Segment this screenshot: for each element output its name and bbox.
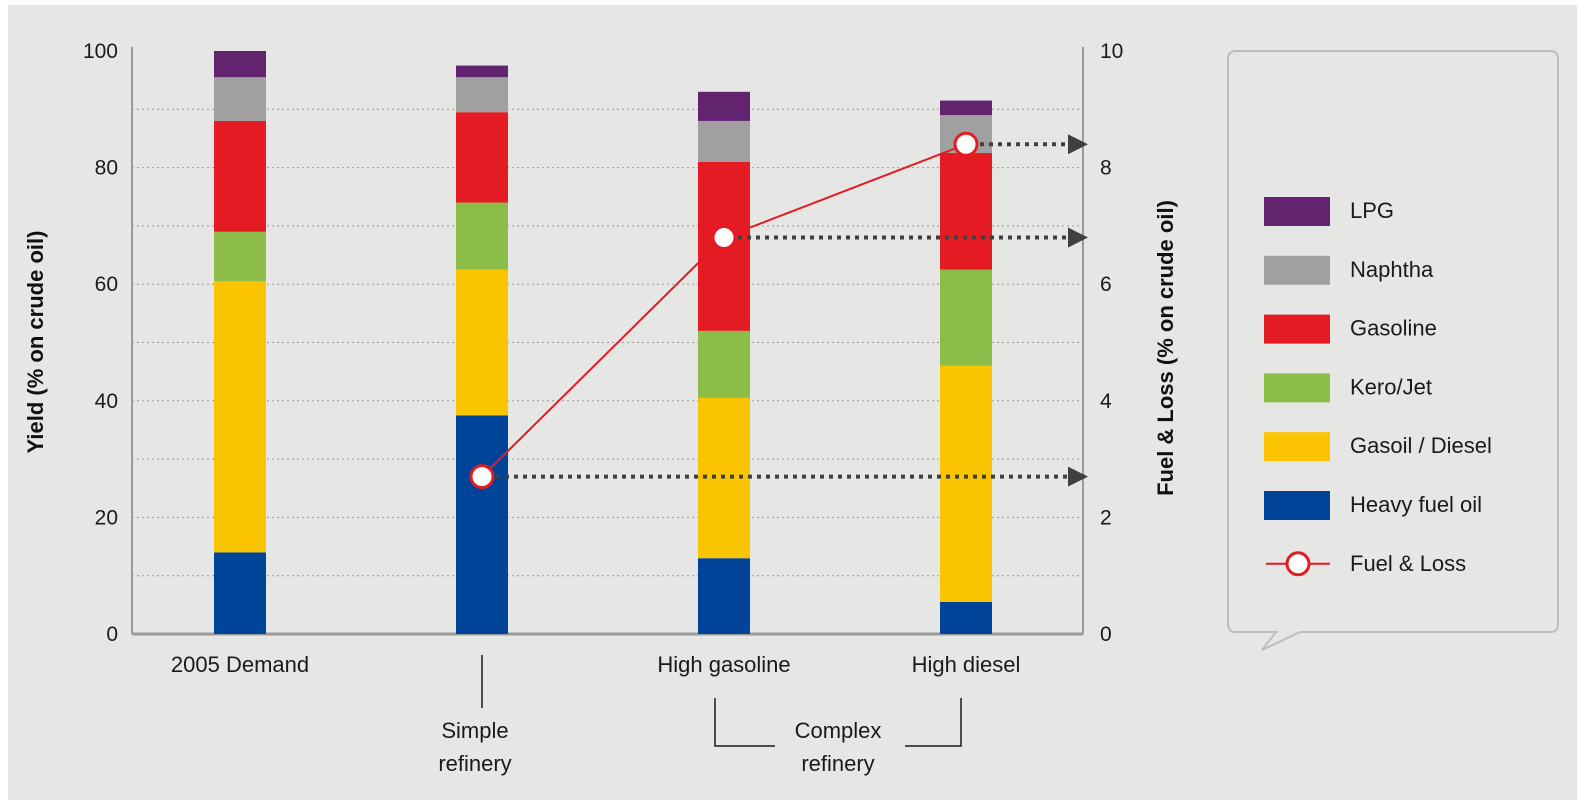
legend-label-naphtha: Naphtha [1350, 257, 1434, 282]
group-label-complex-refinery: refinery [801, 751, 874, 776]
fuel-loss-point [953, 131, 979, 157]
complex-group-bracket-left [714, 698, 775, 747]
bar-heavy-fuel-oil [698, 558, 750, 634]
legend-label-gasoline: Gasoline [1350, 316, 1437, 341]
legend-label-kero-jet: Kero/Jet [1350, 374, 1432, 399]
bar-gasoil-diesel [940, 365, 992, 602]
y2-tick-label: 2 [1100, 506, 1112, 529]
fuel-loss-point [469, 464, 495, 490]
y2-tick-label: 4 [1100, 390, 1112, 413]
y2-tick-label: 0 [1100, 623, 1112, 646]
x-category-label: 2005 Demand [171, 652, 309, 677]
legend-swatch-naphtha [1264, 255, 1330, 285]
x-category-label: High diesel [912, 652, 1021, 677]
legend-swatch-gasoline [1264, 314, 1330, 344]
bar-kero-jet [940, 269, 992, 366]
bar-gasoline [214, 120, 266, 232]
y2-axis-title: Fuel & Loss (% on crude oil) [1153, 200, 1178, 496]
group-label-simple-refinery: refinery [438, 751, 511, 776]
x-category-label: High gasoline [657, 652, 790, 677]
bar-naphtha [698, 120, 750, 162]
bar-heavy-fuel-oil [214, 552, 266, 634]
legend-swatch-lpg [1264, 197, 1330, 226]
group-label-complex-refinery: Complex [795, 718, 882, 743]
bar-kero-jet [698, 330, 750, 398]
legend-label-lpg: LPG [1350, 198, 1394, 223]
bar-lpg [698, 91, 750, 121]
y-tick-label: 60 [95, 273, 118, 296]
bar-heavy-fuel-oil [456, 415, 508, 634]
bar-gasoline [940, 153, 992, 270]
bar-lpg [940, 100, 992, 116]
bar-heavy-fuel-oil [940, 601, 992, 634]
y-tick-label: 20 [95, 506, 118, 529]
y-tick-label: 0 [106, 623, 118, 646]
bar-kero-jet [456, 202, 508, 270]
y2-tick-label: 8 [1100, 157, 1112, 180]
fuel-loss-point [711, 225, 737, 251]
y-tick-label: 40 [95, 390, 118, 413]
y2-tick-label: 6 [1100, 273, 1112, 296]
legend-label-heavy-fuel-oil: Heavy fuel oil [1350, 492, 1482, 517]
legend-swatch-heavy-fuel-oil [1264, 491, 1330, 520]
bar-lpg [456, 65, 508, 78]
legend-swatch-fuel-loss-marker [1285, 551, 1311, 577]
y-tick-label: 80 [95, 157, 118, 180]
bar-lpg [214, 51, 266, 78]
y-axis-title: Yield (% on crude oil) [23, 231, 48, 454]
bar-naphtha [214, 77, 266, 121]
legend-swatch-kero-jet [1264, 373, 1330, 403]
bar-naphtha [456, 77, 508, 113]
y2-tick-label: 10 [1100, 40, 1123, 63]
bar-gasoline [456, 112, 508, 203]
legend-label-fuel-loss: Fuel & Loss [1350, 551, 1466, 576]
legend-swatch-gasoil-diesel [1264, 432, 1330, 462]
bar-gasoil-diesel [214, 281, 266, 553]
group-label-simple-refinery: Simple [441, 718, 508, 743]
legend-label-gasoil-diesel: Gasoil / Diesel [1350, 433, 1492, 458]
bar-kero-jet [214, 231, 266, 282]
bar-gasoil-diesel [456, 269, 508, 416]
y-tick-label: 100 [83, 40, 118, 63]
complex-group-bracket-right [905, 698, 962, 747]
